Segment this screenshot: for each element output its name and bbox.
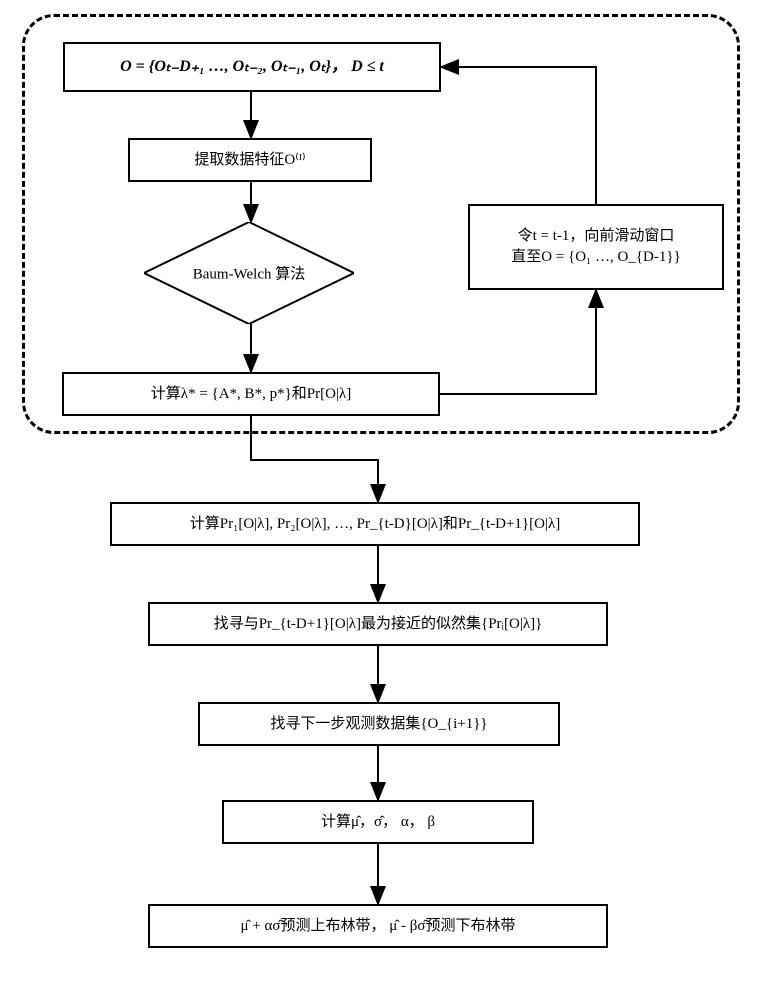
node-baum-welch: Baum-Welch 算法: [144, 222, 354, 324]
node-label: 提取数据特征O⁽ᴵ⁾: [194, 150, 305, 171]
node-compute-pr: 计算Pr₁[O|λ], Pr₂[O|λ], …, Pr_{t-D}[O|λ]和P…: [110, 502, 640, 546]
node-label: 令t = t-1，向前滑动窗口 直至O = {O₁ …, O_{D-1}}: [511, 226, 681, 268]
node-label: μ̂ + ασ̂预测上布林带， μ̂ - βσ̂预测下布林带: [241, 916, 516, 937]
node-predict-bollinger: μ̂ + ασ̂预测上布林带， μ̂ - βσ̂预测下布林带: [148, 904, 608, 948]
node-label: 计算λ* = {A*, B*, p*}和Pr[O|λ]: [151, 384, 351, 405]
node-find-next-obs: 找寻下一步观测数据集{O_{i+1}}: [198, 702, 560, 746]
node-label: Baum-Welch 算法: [144, 263, 354, 284]
node-compute-params: 计算μ̂，σ̂， α， β: [222, 800, 534, 844]
node-input-sequence: O = {Oₜ₋D₊₁ …, Oₜ₋₂, Oₜ₋₁, Oₜ}， D ≤ t: [63, 42, 441, 92]
node-compute-lambda: 计算λ* = {A*, B*, p*}和Pr[O|λ]: [62, 372, 440, 416]
node-label: 找寻下一步观测数据集{O_{i+1}}: [270, 714, 487, 735]
node-find-likelihood: 找寻与Pr_{t-D+1}[O|λ]最为接近的似然集{Prᵢ[O|λ]}: [148, 602, 608, 646]
node-label: O = {Oₜ₋D₊₁ …, Oₜ₋₂, Oₜ₋₁, Oₜ}， D ≤ t: [120, 56, 384, 78]
node-label: 计算μ̂，σ̂， α， β: [321, 812, 435, 833]
node-slide-window: 令t = t-1，向前滑动窗口 直至O = {O₁ …, O_{D-1}}: [468, 204, 724, 290]
node-extract-features: 提取数据特征O⁽ᴵ⁾: [128, 138, 372, 182]
node-label: 计算Pr₁[O|λ], Pr₂[O|λ], …, Pr_{t-D}[O|λ]和P…: [190, 514, 560, 535]
node-label: 找寻与Pr_{t-D+1}[O|λ]最为接近的似然集{Prᵢ[O|λ]}: [214, 614, 543, 635]
